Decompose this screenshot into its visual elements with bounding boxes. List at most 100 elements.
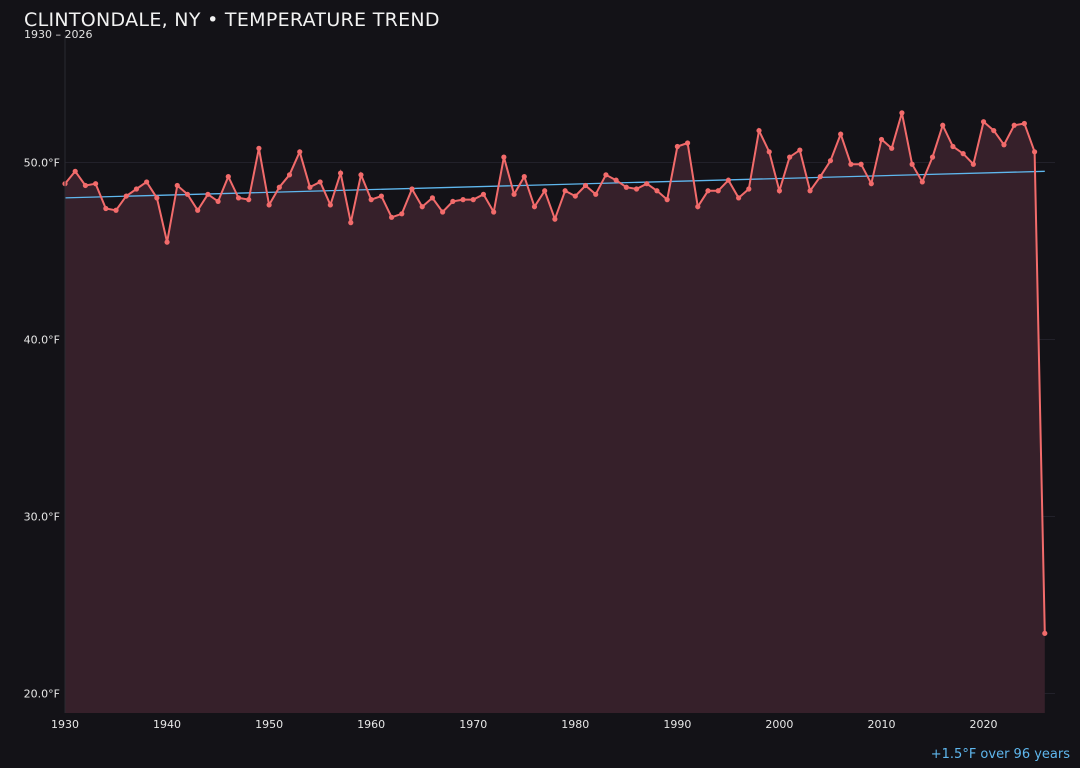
data-point [409, 186, 415, 192]
data-point [889, 145, 895, 151]
data-point [1021, 120, 1027, 127]
data-point [715, 188, 721, 194]
x-tick-label: 2010 [867, 718, 895, 731]
data-point [256, 145, 262, 151]
data-point [940, 122, 946, 128]
data-point [480, 191, 487, 197]
data-point [82, 182, 89, 189]
data-point [1001, 142, 1007, 148]
data-point [440, 209, 446, 215]
x-tick-label: 2020 [970, 718, 998, 731]
data-point [72, 168, 78, 174]
data-point [572, 193, 578, 199]
data-point [878, 136, 885, 143]
data-point [746, 186, 752, 192]
data-point [848, 161, 854, 167]
x-tick-label: 1960 [357, 718, 385, 731]
data-point [195, 207, 201, 213]
x-tick-label: 2000 [765, 718, 793, 731]
data-point [633, 186, 640, 192]
data-point [337, 170, 344, 176]
data-point [215, 198, 221, 205]
data-point [1011, 122, 1017, 128]
data-point [684, 140, 691, 146]
data-point [123, 193, 129, 199]
data-point [276, 184, 282, 190]
data-point [531, 204, 538, 210]
data-point [521, 174, 527, 180]
data-point [286, 172, 293, 178]
data-point [327, 202, 333, 208]
data-point [787, 154, 793, 160]
data-point [725, 177, 732, 183]
x-tick-label: 1990 [663, 718, 691, 731]
y-tick-label: 40.0°F [24, 333, 60, 346]
data-point [797, 147, 803, 153]
data-point [807, 188, 813, 194]
data-point [654, 188, 660, 194]
data-point [174, 182, 180, 189]
data-point [613, 177, 619, 183]
data-point [582, 182, 589, 189]
data-point [736, 195, 742, 201]
data-point [960, 151, 966, 157]
data-point [623, 184, 629, 190]
data-point [868, 181, 874, 187]
data-point [164, 239, 170, 245]
data-point [909, 161, 915, 167]
x-tick-label: 1970 [459, 718, 487, 731]
data-point [399, 211, 405, 217]
data-point [552, 216, 558, 222]
data-point [980, 119, 987, 125]
x-tick-label: 1950 [255, 718, 283, 731]
data-point [776, 188, 783, 194]
data-point [307, 184, 313, 190]
data-point [664, 197, 670, 203]
data-point [184, 191, 191, 197]
data-point [674, 143, 680, 150]
data-point [511, 191, 517, 197]
data-point [705, 188, 711, 194]
data-point [817, 174, 823, 180]
y-tick-label: 20.0°F [24, 688, 60, 701]
data-point [419, 204, 425, 210]
data-point [460, 197, 466, 203]
data-point [317, 179, 323, 185]
data-point [297, 149, 303, 155]
data-point [429, 195, 436, 201]
data-point [470, 197, 476, 203]
data-point [133, 186, 140, 192]
data-point [970, 161, 976, 167]
x-tick-label: 1940 [153, 718, 181, 731]
data-point [154, 195, 160, 201]
data-point [388, 214, 395, 220]
data-point [93, 181, 99, 187]
data-point [113, 207, 119, 213]
data-point [919, 179, 925, 185]
data-point [205, 191, 211, 197]
data-point [450, 198, 456, 205]
trend-annotation: +1.5°F over 96 years [930, 747, 1070, 762]
data-point [1042, 630, 1048, 636]
data-point [991, 127, 997, 134]
y-tick-label: 50.0°F [24, 156, 60, 169]
data-point [593, 191, 599, 197]
data-point [266, 202, 272, 208]
temperature-area [65, 112, 1045, 713]
data-point [246, 197, 252, 203]
data-point [368, 197, 374, 203]
data-point [695, 204, 701, 210]
data-point [562, 188, 568, 194]
data-point [501, 154, 507, 160]
data-point [950, 143, 956, 150]
data-point [348, 220, 354, 226]
data-point [766, 149, 772, 155]
data-point [1031, 149, 1038, 155]
data-point [827, 158, 834, 164]
data-point [929, 154, 936, 160]
chart-title: CLINTONDALE, NY • TEMPERATURE TREND [24, 9, 440, 31]
data-point [542, 188, 548, 194]
x-tick-label: 1980 [561, 718, 589, 731]
x-tick-label: 1930 [51, 718, 79, 731]
data-point [144, 179, 150, 185]
